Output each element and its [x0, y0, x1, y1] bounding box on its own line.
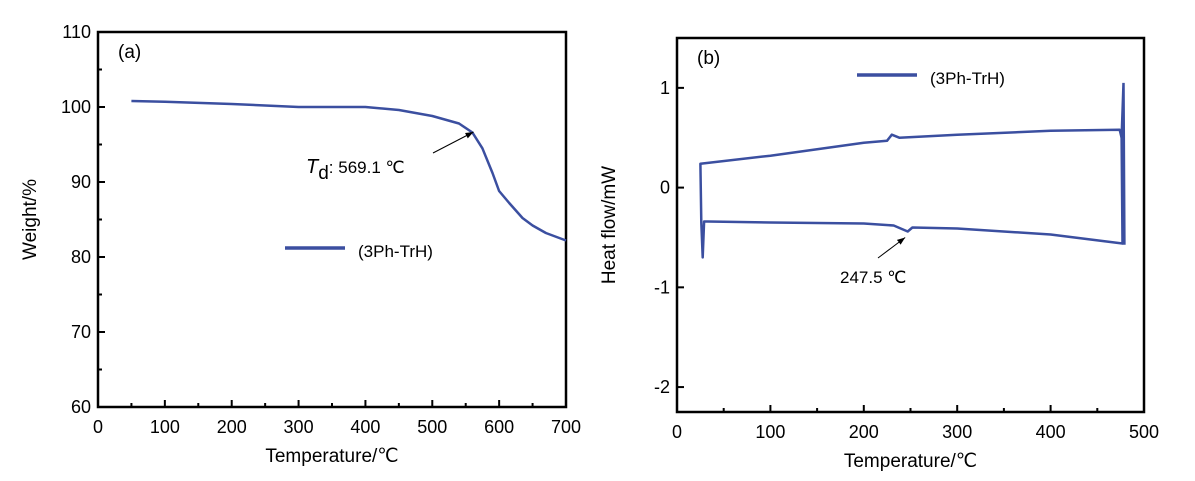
x-tick-label: 400	[1036, 422, 1066, 442]
annotation-arrow	[432, 131, 474, 154]
plot-frame	[96, 30, 568, 409]
x-tick-label: 0	[93, 417, 103, 437]
x-tick-label: 200	[217, 417, 247, 437]
panel-a: 0 100 200 300 400 500 600 700 60 70 80 90 100 110 Temp…	[20, 22, 581, 467]
y-tick-label: 100	[61, 97, 91, 117]
y-tick-label: -2	[654, 377, 670, 397]
panel-label: (b)	[697, 48, 720, 69]
y-tick-label: -1	[654, 277, 670, 297]
x-tick-label: 700	[551, 417, 581, 437]
y-tick-label: 80	[71, 247, 91, 267]
x-tick-label: 500	[1129, 422, 1159, 442]
x-tick-label: 0	[672, 422, 682, 442]
y-tick-label: 1	[660, 78, 670, 98]
annotation-value: : 569.1 ℃	[329, 158, 405, 177]
annotation-arrow	[877, 237, 906, 259]
annotation-peak: 247.5 ℃	[840, 268, 906, 287]
y-tick-label: 60	[71, 397, 91, 417]
annotation-T: T	[306, 156, 320, 178]
y-tick-label: 90	[71, 172, 91, 192]
panel-b: 0 100 200 300 400 500 -2 -1 0 1 Temperature/℃ Heat …	[599, 36, 1159, 472]
y-axis-title: Heat flow/mW	[599, 166, 620, 284]
series-line-spike	[1120, 82, 1126, 245]
x-tick-label: 600	[484, 417, 514, 437]
y-tick-label: 0	[660, 178, 670, 198]
x-tick-label: 300	[284, 417, 314, 437]
panel-label: (a)	[118, 42, 141, 63]
y-axis-title: Weight/%	[20, 179, 41, 260]
legend-label: (3Ph-TrH)	[358, 242, 433, 261]
y-tick-label: 110	[62, 22, 91, 42]
legend-label: (3Ph-TrH)	[930, 69, 1005, 88]
y-tick-label: 70	[71, 322, 91, 342]
plot-frame	[675, 36, 1146, 414]
annotation-td: Td: 569.1 ℃	[306, 156, 405, 184]
x-tick-label: 100	[755, 422, 785, 442]
x-tick-label: 100	[150, 417, 180, 437]
x-tick-label: 400	[350, 417, 380, 437]
x-axis-title: Temperature/℃	[265, 446, 398, 467]
annotation-subscript: d	[318, 163, 329, 184]
x-tick-label: 500	[417, 417, 447, 437]
series-line	[699, 128, 1124, 259]
x-tick-label: 300	[942, 422, 972, 442]
x-tick-label: 200	[849, 422, 879, 442]
x-axis-title: Temperature/℃	[844, 451, 977, 472]
